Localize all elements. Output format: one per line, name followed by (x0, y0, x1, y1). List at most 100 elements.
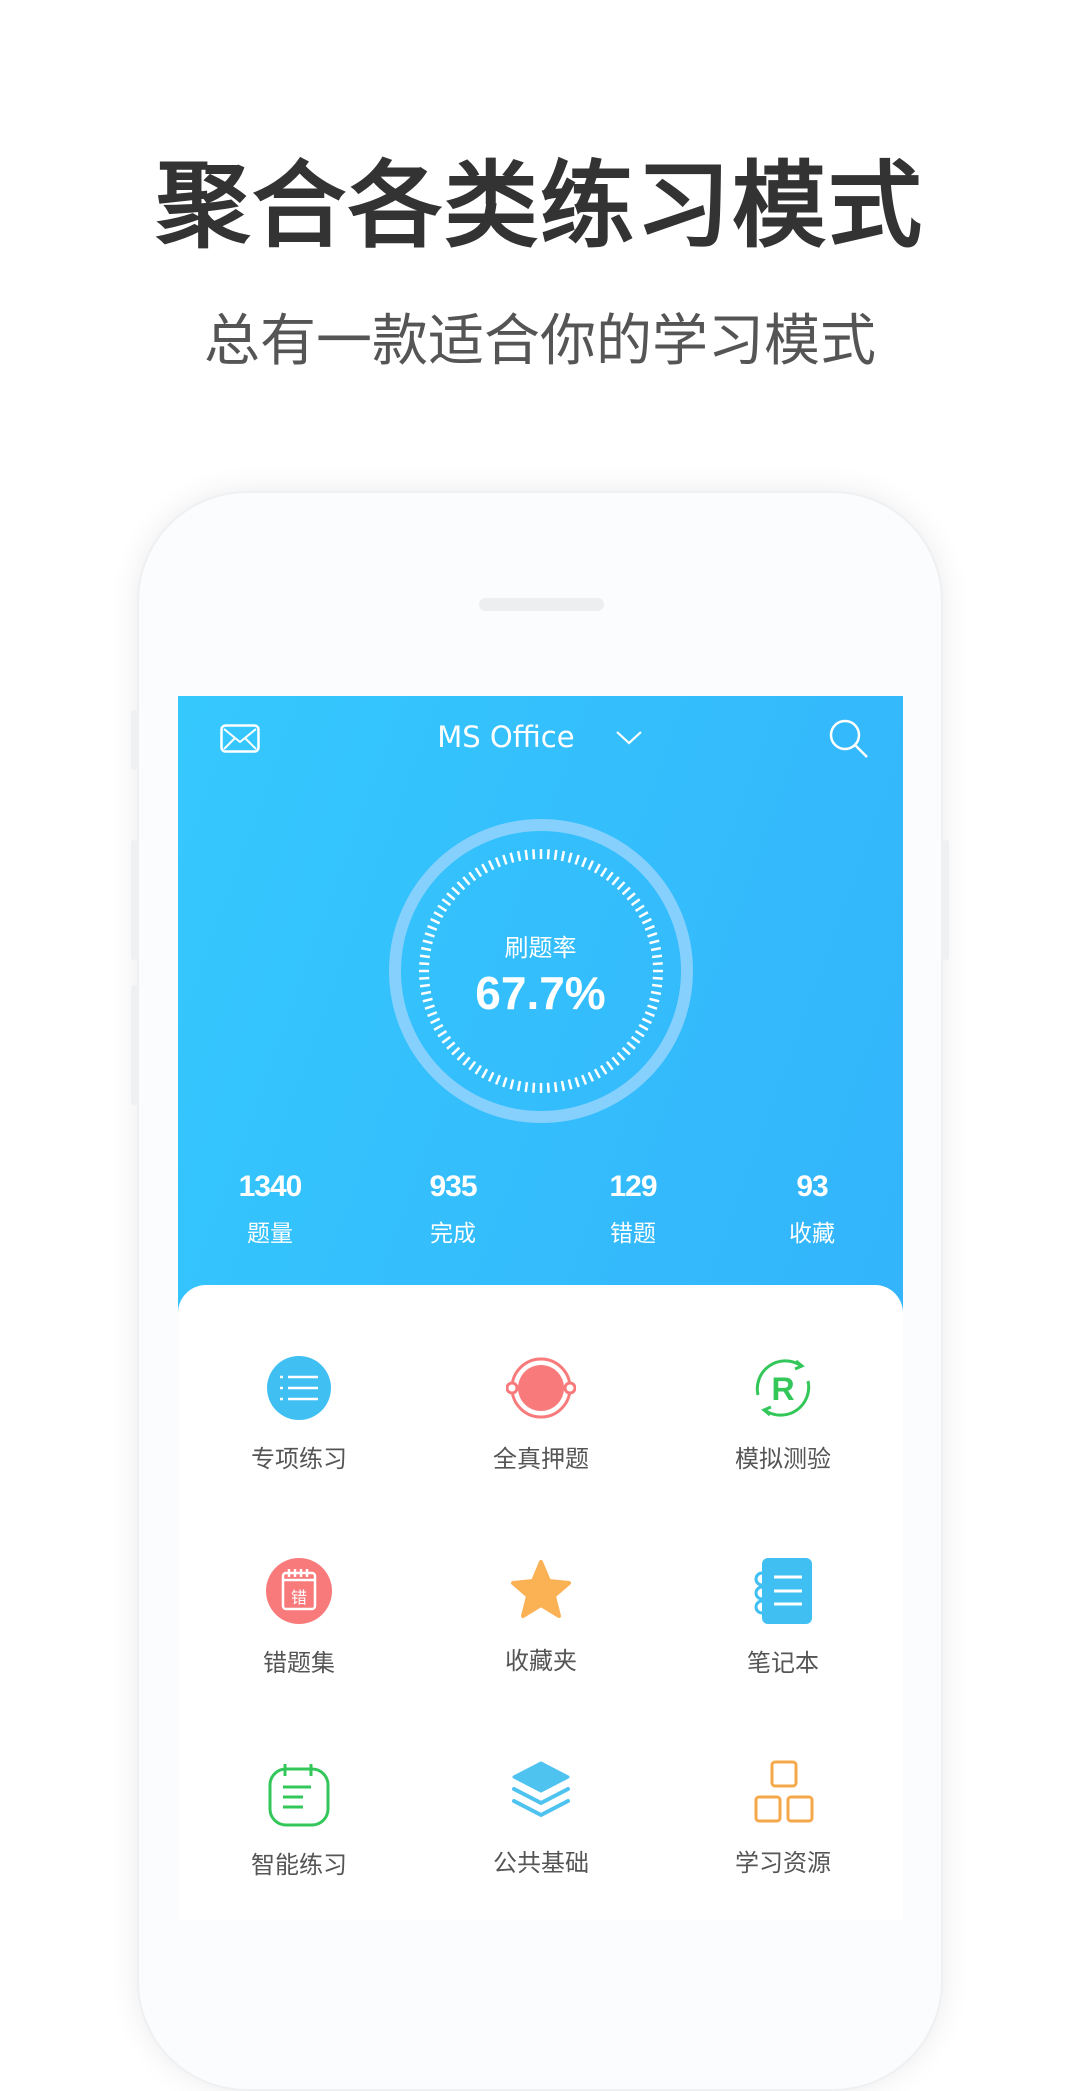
phone-power-button (943, 840, 949, 960)
stat-total[interactable]: 1340 题量 (190, 1170, 350, 1248)
chevron-down-icon (616, 731, 642, 745)
gauge-tick (427, 1011, 438, 1018)
menu-item-mock-exam[interactable]: 全真押题 (420, 1355, 662, 1474)
phone-volume-up (131, 840, 137, 960)
gauge-tick (462, 1056, 471, 1066)
gauge-tick (430, 1017, 441, 1025)
phone-mute-switch (131, 710, 137, 770)
stat-value: 935 (429, 1170, 477, 1203)
gauge-tick (626, 892, 636, 901)
gauge-tick (652, 976, 663, 980)
gauge-tick (509, 1079, 515, 1090)
stat-value: 93 (796, 1170, 828, 1203)
stat-value: 1340 (238, 1170, 303, 1203)
menu-item-simulation[interactable]: R 模拟测验 (662, 1355, 903, 1474)
gauge-tick (419, 954, 431, 959)
menu-item-public-basics[interactable]: 公共基础 (420, 1759, 662, 1878)
gauge-tick (553, 849, 558, 861)
gauge-tick (422, 939, 433, 945)
menu-label: 公共基础 (493, 1849, 589, 1877)
gauge-tick (567, 852, 573, 863)
gauge-tick (605, 871, 614, 882)
gauge-ring (389, 819, 693, 1123)
stat-label: 完成 (430, 1221, 476, 1247)
gauge-tick (509, 852, 515, 863)
gauge-tick (560, 850, 566, 862)
gauge-tick (481, 1068, 489, 1079)
gauge-tick (420, 946, 432, 952)
gauge-tick (424, 932, 435, 938)
menu-item-wrong-set[interactable]: 错 错题集 (178, 1557, 420, 1678)
gauge-tick (456, 1051, 466, 1061)
gauge-tick (524, 1081, 529, 1093)
gauge-tick (468, 871, 477, 882)
gauge-tick (546, 849, 550, 860)
stat-label: 错题 (610, 1221, 656, 1247)
gauge-tick (419, 976, 430, 980)
gauge-tick (419, 962, 430, 966)
menu-item-resources[interactable]: 学习资源 (662, 1759, 903, 1878)
gauge-tick (446, 1041, 456, 1050)
stat-label: 收藏 (789, 1221, 835, 1247)
stat-favorites[interactable]: 93 收藏 (732, 1170, 892, 1248)
gauge-tick (651, 954, 663, 959)
gauge-tick (574, 1077, 580, 1088)
menu-item-special-practice[interactable]: 专项练习 (178, 1355, 420, 1474)
menu-label: 学习资源 (735, 1849, 831, 1877)
gauge-tick (630, 898, 641, 907)
target-icon (506, 1357, 576, 1419)
gauge-tick (593, 863, 601, 874)
gauge-tick (474, 1064, 483, 1075)
gauge-tick (611, 876, 620, 886)
gauge-tick (647, 932, 658, 938)
subject-title: MS Office (437, 720, 575, 754)
stat-done[interactable]: 935 完成 (373, 1170, 533, 1248)
menu-label: 收藏夹 (505, 1647, 577, 1675)
gauge-tick (634, 1029, 645, 1038)
search-icon[interactable] (828, 718, 870, 760)
gauge-tick (468, 1060, 477, 1071)
phone-speaker (479, 598, 604, 611)
gauge-tick (644, 924, 655, 931)
gauge-tick (649, 939, 660, 945)
menu-label: 智能练习 (251, 1851, 347, 1879)
progress-gauge (389, 819, 693, 1123)
refresh-r-icon: R (755, 1359, 811, 1417)
gauge-tick (420, 990, 432, 996)
menu-item-smart-practice[interactable]: 智能练习 (178, 1759, 420, 1880)
gauge-tick (481, 863, 489, 874)
menu-label: 错题集 (263, 1649, 335, 1677)
gauge-tick (605, 1060, 614, 1071)
gauge-ticks (419, 849, 663, 1093)
gauge-tick (433, 1023, 444, 1031)
gauge-tick (502, 854, 508, 865)
svg-text:错: 错 (291, 1588, 307, 1607)
gauge-tick (651, 983, 663, 988)
gauge-tick (630, 1035, 641, 1044)
list-icon (267, 1356, 331, 1420)
gauge-tick (644, 1011, 655, 1018)
menu-label: 全真押题 (493, 1445, 589, 1473)
gauge-tick (502, 1077, 508, 1088)
gauge-tick (593, 1068, 601, 1079)
gauge-tick (641, 1017, 652, 1025)
gauge-tick (430, 917, 441, 925)
menu-item-favorites[interactable]: 收藏夹 (420, 1557, 662, 1676)
phone-volume-down (131, 985, 137, 1105)
gauge-tick (424, 1004, 435, 1010)
mail-icon[interactable] (220, 724, 260, 754)
stat-wrong[interactable]: 129 错题 (553, 1170, 713, 1248)
blocks-icon (754, 1760, 814, 1823)
gauge-tick (433, 911, 444, 919)
gauge-tick (451, 1046, 461, 1056)
subject-selector[interactable]: MS Office (178, 718, 903, 754)
gauge-tick (441, 1035, 452, 1044)
menu-label: 笔记本 (747, 1649, 819, 1677)
progress-label: 刷题率 (504, 934, 577, 962)
menu-item-notebook[interactable]: 笔记本 (662, 1557, 903, 1678)
calendar-icon (268, 1764, 330, 1827)
gauge-tick (494, 1074, 501, 1085)
gauge-tick (599, 1064, 608, 1075)
gauge-tick (524, 849, 529, 861)
gauge-tick (638, 911, 649, 919)
